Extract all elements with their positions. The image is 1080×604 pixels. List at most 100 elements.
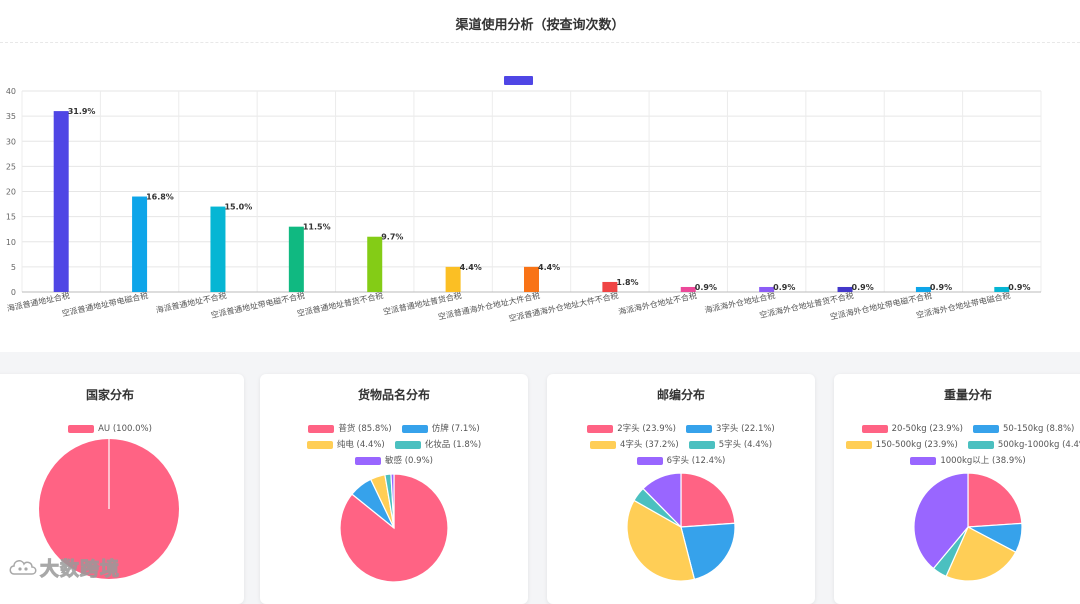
bar (288, 226, 304, 292)
country-distribution-pie (39, 439, 179, 579)
weight-distribution-pie (913, 472, 1023, 582)
y-tick-label: 40 (6, 87, 16, 96)
weight-distribution-legend: 20-50kg (23.9%) 50-150kg (8.8%) 150-500kg … (838, 422, 1080, 470)
y-tick-label: 20 (6, 188, 16, 197)
legend-label: 纯电 (4.4%) (336, 440, 385, 450)
bar (210, 206, 226, 292)
bar-data-label: 4.4% (538, 263, 560, 272)
legend-label: 化妆品 (1.8%) (424, 440, 482, 450)
y-tick-label: 35 (6, 112, 16, 121)
bar-data-label: 0.9% (1008, 283, 1030, 292)
bar-data-label: 16.8% (146, 193, 174, 202)
legend-item[interactable]: 20-50kg (23.9%) (861, 423, 963, 435)
weight-distribution-card: 重量分布 20-50kg (23.9%) 50-150kg (8.8%) 150-5… (834, 374, 1080, 604)
x-tick-label: 空派普通地址带电磁合税 (61, 290, 149, 318)
bar-data-label: 31.9% (68, 107, 96, 116)
pie-slice (967, 472, 1023, 528)
bar (53, 111, 69, 292)
legend-item[interactable]: 4字头 (37.2%) (589, 439, 679, 451)
legend-swatch (589, 441, 616, 449)
bar (915, 286, 931, 292)
legend-label: 5字头 (4.4%) (718, 440, 773, 450)
bar (367, 236, 383, 292)
country-distribution-title: 国家分布 (85, 388, 134, 402)
bar-data-label: 4.4% (460, 263, 482, 272)
legend-label: 6字头 (12.4%) (666, 456, 726, 466)
bar-data-label: 0.9% (930, 283, 952, 292)
legend-label: 500kg-1000kg (4.4%) (997, 440, 1080, 450)
legend-item[interactable]: 2字头 (23.9%) (587, 423, 676, 435)
legend-label: 普货 (85.8%) (338, 424, 392, 434)
legend-item[interactable]: 50-150kg (8.8%) (973, 423, 1074, 435)
pie-slice (913, 472, 969, 570)
legend-item[interactable]: 1000kg以上 (38.9%) (910, 455, 1026, 467)
postcode-distribution-title: 邮编分布 (656, 388, 705, 402)
legend-label: 2字头 (23.9%) (617, 424, 676, 434)
legend-item[interactable]: AU (100.0%) (68, 423, 152, 435)
legend-item[interactable]: 3字头 (22.1%) (686, 423, 775, 435)
legend-label: 50-150kg (8.8%) (1003, 424, 1075, 434)
bar-data-label: 0.9% (695, 283, 717, 292)
pie-slice (390, 473, 395, 529)
weight-distribution-title: 重量分布 (943, 388, 992, 402)
legend-swatch (861, 425, 888, 433)
bar-data-label: 9.7% (381, 233, 403, 242)
legend-swatch (973, 425, 999, 433)
legend-label: 敏感 (0.9%) (385, 456, 433, 466)
legend-label: 20-50kg (23.9%) (891, 424, 963, 434)
legend-label: 150-500kg (23.9%) (875, 440, 958, 450)
legend-swatch (587, 425, 614, 433)
channel-usage-bar-chart: 051015202530354031.9%海派普通地址合税16.8%空派普通地址… (6, 76, 1042, 323)
bar-grid: 0 5 10 15 20 25 30 35 40 (6, 87, 1042, 297)
y-tick-label: 0 (11, 288, 16, 297)
pie-slice (945, 526, 1017, 582)
legend-item[interactable]: 化妆品 (1.8%) (394, 439, 482, 451)
legend-item[interactable]: 500kg-1000kg (4.4%) (967, 439, 1080, 451)
legend-item[interactable]: 150-500kg (23.9%) (845, 439, 958, 451)
legend-swatch (686, 425, 712, 433)
pie-slice (642, 472, 682, 529)
bar-legend-swatch (504, 76, 533, 85)
legend-item[interactable]: 敏感 (0.9%) (355, 455, 433, 467)
bar-data-label: 1.8% (616, 278, 638, 287)
legend-swatch (394, 441, 421, 449)
x-tick-label: 海派海外仓地址不合税 (617, 290, 697, 316)
legend-swatch (401, 425, 428, 433)
legend-swatch (967, 441, 994, 449)
bar (837, 286, 853, 292)
bar (445, 266, 461, 292)
postcode-distribution-pie (626, 472, 736, 582)
legend-item[interactable]: 5字头 (4.4%) (688, 439, 773, 451)
legend-label: 4字头 (37.2%) (619, 440, 679, 450)
bar-data-label: 11.5% (303, 223, 331, 232)
goods-name-distribution-pie (339, 473, 449, 583)
y-tick-label: 15 (6, 213, 16, 222)
bar-data-label: 15.0% (224, 203, 252, 212)
x-tick-label: 空派普通地址普货不合税 (296, 290, 384, 318)
legend-item[interactable]: 6字头 (12.4%) (636, 455, 726, 467)
legend-item[interactable]: 仿牌 (7.1%) (401, 423, 480, 435)
legend-swatch (636, 457, 663, 465)
legend-swatch (845, 441, 872, 449)
bar-data-label: 0.9% (852, 283, 874, 292)
legend-swatch (68, 425, 95, 433)
legend-label: AU (100.0%) (98, 424, 152, 434)
legend-swatch (355, 457, 382, 465)
legend-item[interactable]: 纯电 (4.4%) (306, 439, 385, 451)
y-tick-label: 25 (6, 162, 16, 171)
legend-label: 3字头 (22.1%) (716, 424, 775, 434)
bar-data-label: 0.9% (773, 283, 795, 292)
goods-name-distribution-legend: 普货 (85.8%) 仿牌 (7.1%) 纯电 (4.4%) 化妆品 (1.8%) 敏感… (264, 422, 524, 470)
bar (759, 286, 775, 292)
bar (994, 286, 1010, 292)
country-distribution-card: 国家分布 AU (100.0%) (0, 374, 244, 604)
watermark-text: 大数跨境 (39, 558, 121, 581)
channel-usage-title: 渠道使用分析（按查询次数） (0, 10, 1080, 43)
legend-item[interactable]: 普货 (85.8%) (308, 423, 392, 435)
legend-swatch (306, 441, 333, 449)
goods-name-distribution-card: 货物品名分布 普货 (85.8%) 仿牌 (7.1%) 纯电 (4.4%) 化妆品 (… (260, 374, 528, 604)
country-distribution-legend: AU (100.0%) (0, 422, 240, 438)
postcode-distribution-card: 邮编分布 2字头 (23.9%) 3字头 (22.1%) 4字头 (37.2%) 5字… (547, 374, 815, 604)
bar (524, 266, 539, 292)
pie-slice (680, 522, 736, 581)
